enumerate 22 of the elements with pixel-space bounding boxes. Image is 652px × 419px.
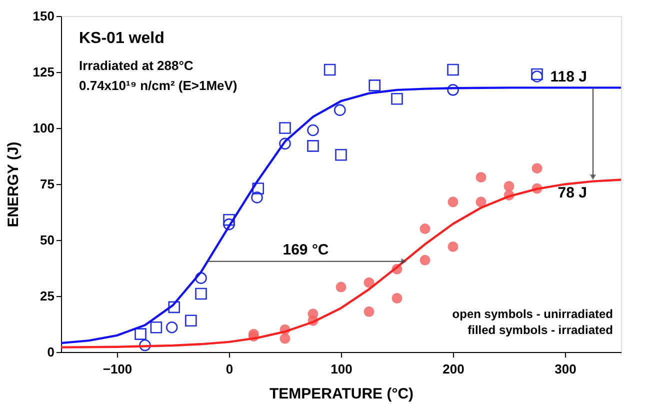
annotation: 169 °C [282, 241, 329, 258]
annotation: 0.74x10¹⁹ n/cm² (E>1MeV) [79, 78, 238, 93]
y-axis-title: ENERGY (J) [4, 142, 22, 228]
x-tick-label: 0 [226, 362, 234, 376]
annotation: open symbols - unirradiated [452, 307, 613, 321]
annotation: KS-01 weld [79, 30, 164, 47]
y-tick-label: 75 [40, 176, 54, 192]
x-tick-label: −100 [102, 362, 132, 376]
y-tick-label: 125 [32, 64, 54, 80]
x-tick-label: 100 [330, 362, 352, 376]
y-tick-label: 150 [32, 8, 54, 24]
y-tick-label: 50 [40, 232, 54, 248]
annotation: filled symbols - irradiated [468, 323, 613, 337]
annotation: 78 J [558, 184, 587, 202]
x-axis-title: TEMPERATURE (°C) [269, 386, 414, 402]
annotation: Irradiated at 288°C [79, 58, 194, 73]
x-tick-label: 200 [442, 362, 464, 376]
x-tick-label: 300 [554, 362, 576, 376]
y-tick-label: 100 [32, 120, 54, 136]
annotation: 118 J [550, 68, 587, 86]
y-tick-label: 0 [47, 344, 54, 360]
y-tick-label: 25 [40, 288, 54, 304]
